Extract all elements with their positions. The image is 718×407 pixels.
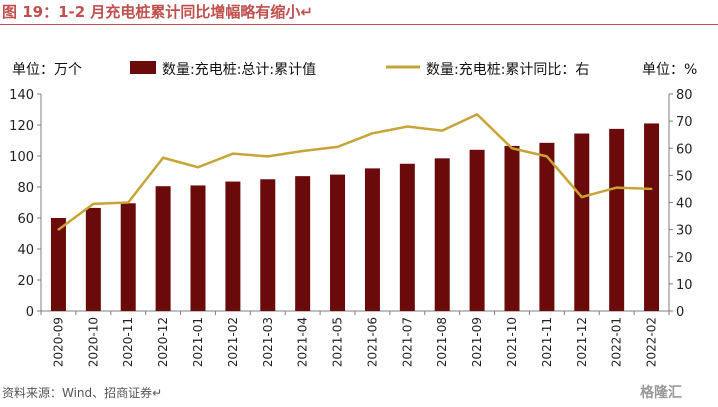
line-point	[336, 145, 339, 148]
line-point	[371, 132, 374, 135]
x-tick-label: 2020-10	[86, 317, 100, 367]
legend-bar-swatch	[130, 61, 156, 74]
line-point	[476, 113, 479, 116]
yoy-growth-line	[57, 113, 652, 231]
bar	[155, 186, 171, 311]
x-tick-label: 2022-01	[610, 317, 624, 367]
line-point	[511, 147, 513, 150]
left-tick-label: 40	[17, 243, 34, 258]
bar	[120, 203, 136, 311]
bar	[644, 123, 660, 311]
left-tick-label: 120	[9, 119, 34, 134]
x-tick-label: 2021-04	[296, 317, 310, 367]
right-tick-label: 0	[676, 305, 684, 320]
x-tick-label: 2021-02	[226, 317, 240, 367]
line-point	[162, 156, 165, 159]
bar	[190, 185, 206, 311]
line-point	[406, 125, 409, 128]
x-tick-label: 2021-09	[470, 317, 484, 367]
right-axis-ticks: 0 10 20 30 40 50 60 70 80	[669, 88, 693, 320]
line-point	[127, 201, 130, 204]
bar	[225, 181, 241, 311]
title-divider	[0, 24, 718, 25]
line-point	[441, 129, 444, 132]
line-point	[615, 186, 618, 189]
bar	[85, 207, 101, 311]
left-tick-label: 20	[17, 274, 34, 289]
line-point	[650, 187, 653, 190]
bar	[574, 133, 590, 311]
bar	[295, 176, 311, 311]
legend-bar-label: 数量:充电桩:总计:累计值	[162, 61, 316, 78]
right-tick-label: 30	[676, 224, 693, 239]
x-tick-label: 2020-12	[156, 317, 170, 367]
bar	[50, 218, 66, 311]
legend-line-label: 数量:充电桩:累计同比：右	[426, 61, 589, 78]
x-tick-label: 2021-03	[261, 317, 275, 367]
bar	[364, 168, 380, 311]
bar	[399, 163, 415, 311]
line-point	[545, 155, 548, 158]
x-tick-label: 2021-08	[435, 317, 449, 367]
right-tick-label: 20	[676, 251, 693, 266]
bar	[260, 179, 276, 311]
line-point	[301, 149, 304, 152]
bar	[434, 158, 450, 311]
left-tick-label: 80	[17, 181, 34, 196]
line-point	[266, 155, 269, 158]
right-tick-label: 10	[676, 278, 693, 293]
watermark-logo: 格隆汇	[640, 385, 682, 401]
x-tick-label: 2021-07	[400, 317, 414, 367]
line-point	[580, 196, 583, 199]
source-note: 资料来源：Wind、招商证券↵	[2, 386, 163, 400]
right-tick-label: 50	[676, 169, 693, 184]
right-tick-label: 60	[676, 142, 693, 157]
right-tick-label: 40	[676, 197, 693, 212]
chart: 0 20 40 60 80 100 120 140 0 10 20 30 40 50 60 70 80 202…	[9, 61, 697, 367]
line-point	[197, 166, 199, 169]
right-tick-label: 80	[676, 88, 693, 103]
line-series	[57, 113, 653, 231]
x-tick-label: 2020-09	[51, 317, 65, 367]
x-tick-label: 2022-02	[645, 317, 659, 367]
x-tick-label: 2020-11	[121, 317, 135, 367]
left-axis-ticks: 0 20 40 60 80 100 120 140	[9, 88, 41, 320]
bar	[330, 174, 346, 311]
bar	[539, 142, 555, 311]
left-tick-label: 100	[9, 150, 34, 165]
right-tick-label: 70	[676, 115, 693, 130]
line-point	[231, 152, 234, 155]
x-tick-label: 2021-10	[505, 317, 519, 367]
x-tick-label: 2021-01	[191, 317, 205, 367]
bar	[469, 149, 485, 311]
right-axis-unit-label: 单位：%	[642, 62, 697, 78]
left-tick-label: 140	[9, 88, 34, 103]
left-axis-unit-label: 单位：万个	[12, 62, 82, 78]
x-tick-label: 2021-06	[365, 317, 379, 367]
bar	[504, 145, 520, 311]
x-tick-label: 2021-11	[540, 317, 554, 367]
line-point	[57, 228, 60, 231]
bar-series	[50, 123, 660, 311]
figure-title: 图 19：1-2 月充电桩累计同比增幅略有缩小↵	[2, 3, 313, 21]
line-point	[92, 202, 95, 205]
x-tick-label: 2021-12	[575, 317, 589, 367]
x-axis-ticks: 2020-09 2020-10 2020-11 2020-12 2021-01 2021-…	[40, 311, 670, 367]
x-tick-label: 2021-05	[331, 317, 345, 367]
left-tick-label: 60	[17, 212, 34, 227]
bar	[609, 128, 625, 311]
left-tick-label: 0	[26, 305, 34, 320]
